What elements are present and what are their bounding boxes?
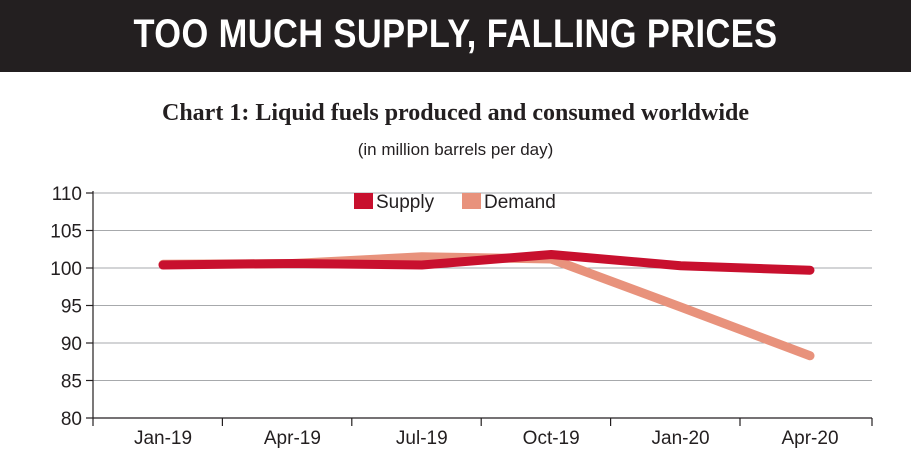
- y-tick-label: 105: [50, 222, 82, 243]
- x-tick-label: Jan-20: [652, 428, 710, 449]
- series-line-supply: [158, 250, 815, 275]
- legend: Supply Demand: [354, 192, 556, 213]
- page-title: TOO MUCH SUPPLY, FALLING PRICES: [133, 12, 778, 56]
- grid-lines: [93, 192, 872, 381]
- legend-swatch-supply: [354, 193, 373, 209]
- y-tick-label: 90: [61, 334, 82, 355]
- series-line-demand: [158, 252, 815, 361]
- legend-swatch-demand: [462, 193, 481, 209]
- series-lines: [158, 250, 815, 361]
- x-tick-label: Oct-19: [523, 428, 580, 449]
- x-tick-label: Jul-19: [396, 428, 448, 449]
- x-tick-label: Apr-20: [781, 428, 838, 449]
- x-tick-label: Jan-19: [134, 428, 192, 449]
- y-tick-label: 85: [61, 372, 82, 393]
- legend-label-supply: Supply: [376, 192, 435, 213]
- chart-subtitle: (in million barrels per day): [357, 140, 554, 159]
- legend-label-demand: Demand: [484, 192, 556, 213]
- y-tick-label: 95: [61, 297, 82, 318]
- x-tick-label: Apr-19: [264, 428, 321, 449]
- axes: 80 85 90 95 100 105 110 Jan-19 Apr-19 Jul-19 Oct-1…: [50, 184, 873, 449]
- chart-title: Chart 1: Liquid fuels produced and consu…: [162, 100, 749, 126]
- y-tick-label: 100: [50, 259, 82, 280]
- y-tick-label: 110: [52, 184, 82, 205]
- y-tick-label: 80: [61, 409, 82, 430]
- header-banner: TOO MUCH SUPPLY, FALLING PRICES: [0, 0, 911, 72]
